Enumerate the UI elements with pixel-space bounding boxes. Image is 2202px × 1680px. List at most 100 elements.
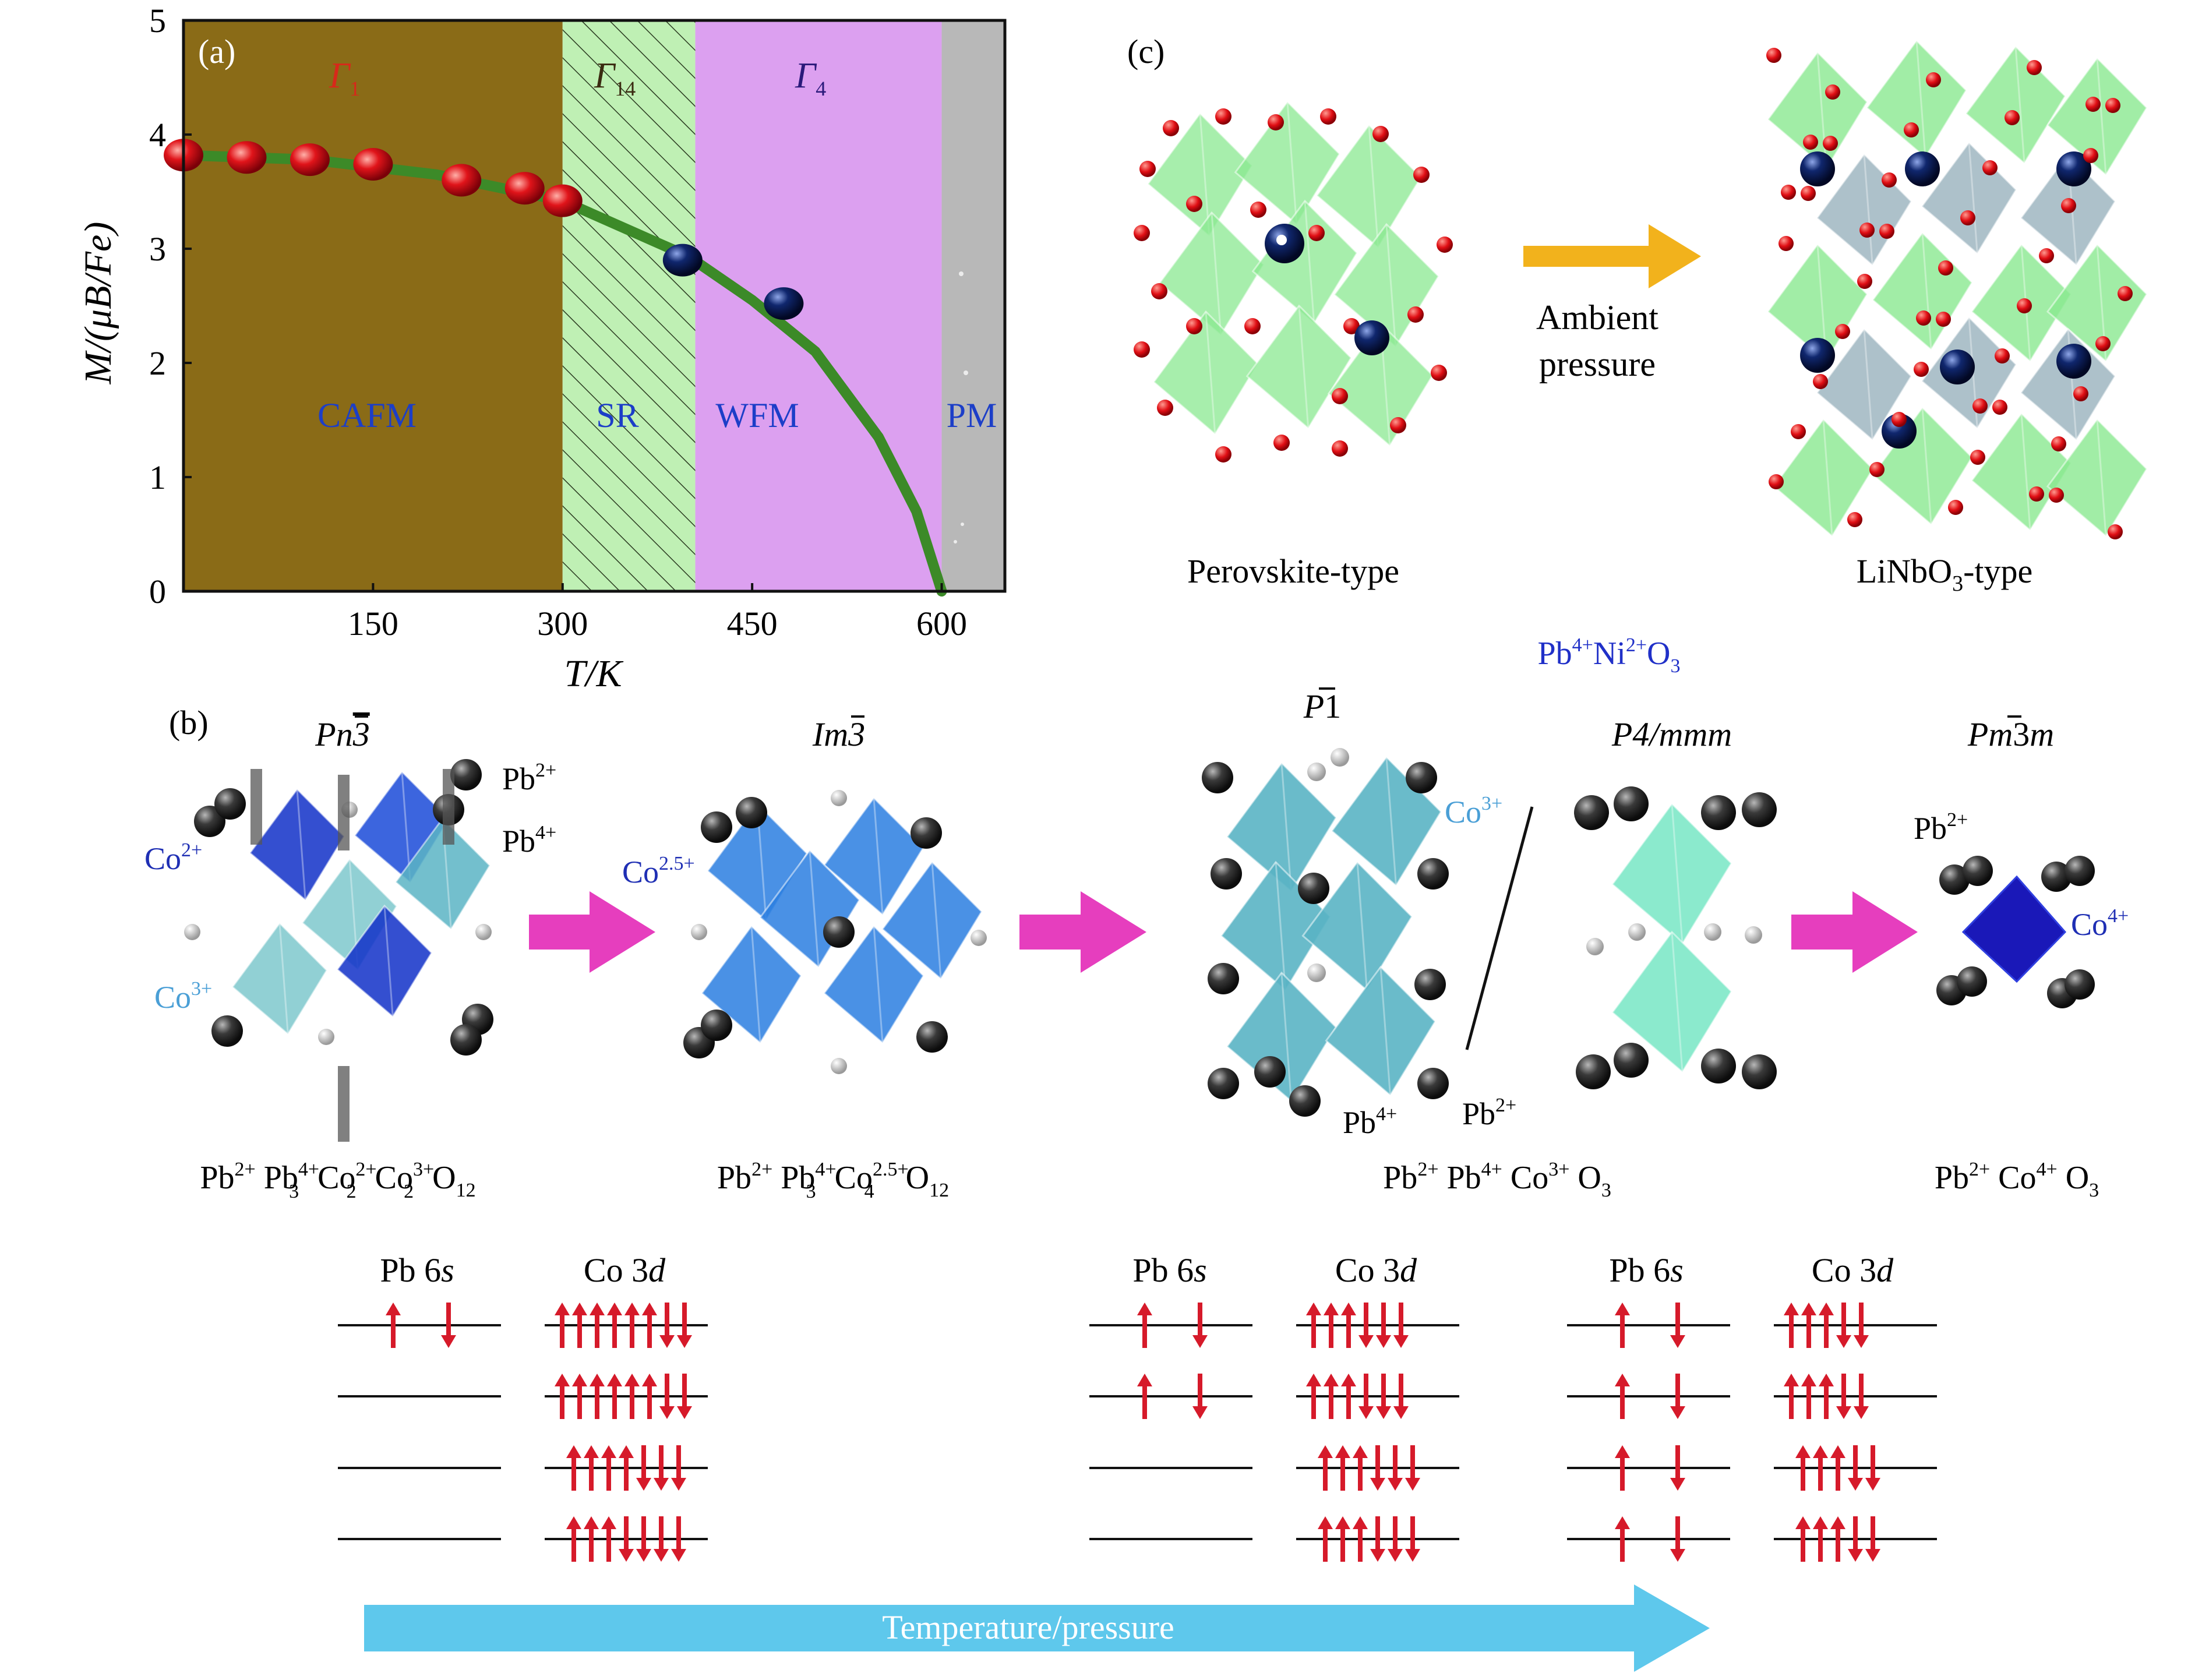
oxygen-atom [1134, 225, 1150, 241]
oxygen-atom [1250, 202, 1266, 218]
pb-atom [1614, 1043, 1649, 1078]
spin-down-head [654, 1478, 669, 1491]
octahedron-edge [873, 926, 884, 1043]
a-site-atom [1800, 338, 1835, 373]
spin-down-head [1670, 1478, 1685, 1491]
oxygen-atom [1413, 167, 1430, 183]
pb-atom [1957, 966, 1987, 997]
space-group-p1: P1 [1303, 687, 1341, 725]
phase-region-wfm [695, 20, 942, 591]
spin-down-head [1854, 1406, 1869, 1419]
spin-up-head [619, 1445, 634, 1458]
spin-down-head [1865, 1549, 1880, 1562]
pb-atom [701, 811, 732, 843]
ion-label-co4: Co4+ [2071, 905, 2129, 942]
y-tick-label: 1 [149, 458, 166, 496]
pb6s-header-3: Pb 6s [1609, 1251, 1683, 1289]
spin-up-head [642, 1374, 657, 1386]
pb-atom [1331, 748, 1349, 767]
octahedron-edge [2096, 419, 2107, 537]
octahedron [1251, 199, 1358, 325]
spin-down-head [1388, 1478, 1403, 1491]
formula-p1: Pb2+ Pb4+ Co3+ O3 [1383, 1147, 1611, 1201]
x-tick-label: 600 [916, 605, 967, 643]
oxygen-atom [1803, 135, 1818, 150]
oxygen-atom [1139, 161, 1156, 177]
spin-up-head [1795, 1445, 1811, 1458]
panel-a-chart: 0 1 2 3 4 5 150 300 450 600 (a) Γ1 Γ14 Γ4 CAFM S… [77, 2, 1007, 695]
spin-up-head [1819, 1303, 1834, 1315]
pb-atom [1576, 1054, 1611, 1089]
pb-atom [1742, 792, 1777, 827]
octahedron [1611, 930, 1732, 1074]
ion-label-co2: Co2+ [144, 839, 202, 876]
gamma-1-label: Γ1 [329, 56, 360, 100]
bond-plate [338, 1066, 350, 1142]
co3d-header-3: Co 3d [1812, 1251, 1894, 1289]
octahedron [1152, 310, 1259, 436]
y-tick-label: 0 [149, 573, 166, 610]
oxygen-atom [1847, 512, 1862, 527]
spin-up-head [1830, 1516, 1845, 1529]
pb-atom [1745, 926, 1762, 944]
spin-up-head [1335, 1516, 1350, 1529]
oxygen-atom [1938, 260, 1953, 276]
structure-pn3 [184, 759, 493, 1142]
oxygen-atom [1970, 450, 1985, 465]
spin-down-head [1865, 1478, 1880, 1491]
octahedron-edge [1379, 966, 1391, 1096]
red-data-point [353, 147, 393, 181]
red-data-point [442, 164, 482, 197]
spin-down-head [1370, 1478, 1385, 1491]
a-site-atom [1940, 350, 1975, 384]
spin-down-head [1854, 1335, 1869, 1348]
octahedron [1865, 39, 1967, 159]
spin-up-head [601, 1516, 616, 1529]
octahedron [2046, 418, 2148, 538]
pressure-label: pressure [1539, 345, 1656, 383]
spin-down-head [677, 1335, 692, 1348]
pb-atom [1586, 938, 1604, 955]
pb-atom [1307, 763, 1326, 781]
spin-up-head [1615, 1374, 1630, 1386]
structure-p4mmm [1574, 786, 1777, 1089]
octahedron-edge [1968, 142, 1978, 254]
octahedron-edge [1368, 125, 1379, 248]
octahedron-edge [1671, 803, 1684, 944]
ion-label-pb4-p1: Pb4+ [1343, 1103, 1397, 1140]
octahedron [231, 922, 328, 1036]
phase-label-sr: SR [596, 396, 638, 435]
oxygen-atom [1778, 236, 1794, 251]
octahedron-edge [1921, 232, 1932, 350]
spin-down-head [1670, 1406, 1685, 1419]
spin-up-head [1306, 1303, 1321, 1315]
octahedron-edge [1385, 224, 1397, 347]
octahedron-edge [1275, 862, 1286, 991]
formula-im3: Pb2+ Pb4+ 3 Co2.5+ 4 O12 [717, 1147, 949, 1205]
spin-up-head [1137, 1374, 1152, 1386]
spin-down-head [1405, 1549, 1420, 1562]
plot-frame [182, 19, 1007, 593]
oxygen-atom [1857, 274, 1872, 289]
spin-down-head [1848, 1478, 1863, 1491]
a-site-atom [2056, 344, 2091, 379]
spin-down-head [441, 1335, 456, 1348]
pb-atom [1628, 923, 1646, 941]
gamma-4-label: Γ4 [795, 56, 826, 100]
spin-diagrams [338, 1303, 1937, 1562]
y-tick-label: 3 [149, 230, 166, 268]
octahedron-edge [1298, 305, 1310, 429]
oxygen-atom [1431, 365, 1447, 381]
oxygen-atom [1332, 440, 1348, 457]
octahedron [1325, 965, 1437, 1097]
pb-atom [2065, 969, 2095, 1000]
pb-atom [214, 788, 246, 820]
spin-up-head [572, 1303, 587, 1315]
x-tick-label: 150 [348, 605, 398, 643]
octahedron [1146, 112, 1254, 238]
spin-up-head [624, 1303, 640, 1315]
y-axis-label: M/(μB/Fe) [77, 222, 119, 385]
oxygen-atom [1163, 120, 1179, 136]
oxygen-atom [1982, 160, 1998, 175]
oxygen-atom [1892, 412, 1907, 427]
